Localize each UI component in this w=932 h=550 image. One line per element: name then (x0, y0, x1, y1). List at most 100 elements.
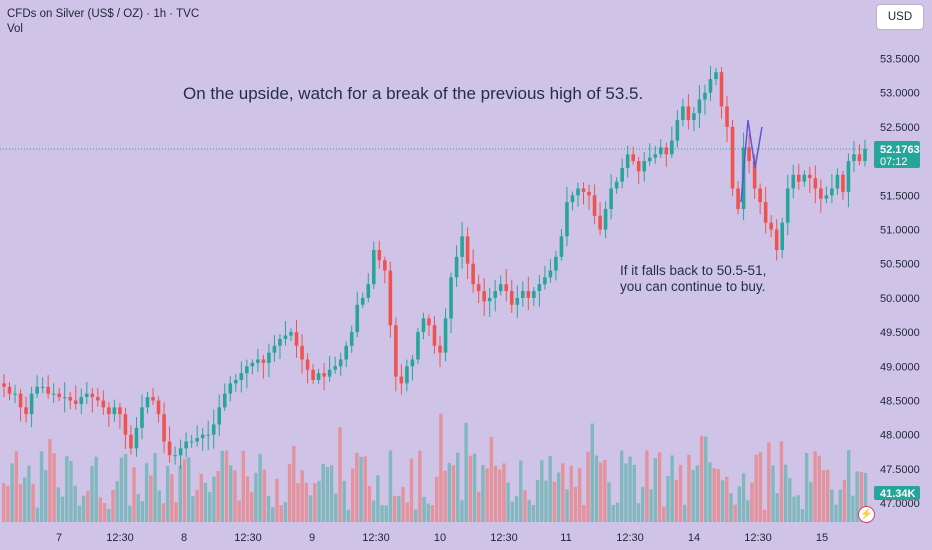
candle-body (625, 154, 630, 168)
volume-bar (577, 468, 582, 522)
volume-bar (493, 465, 498, 522)
volume-bar (334, 493, 338, 522)
candle-body (18, 393, 23, 408)
volume-bar (514, 496, 519, 522)
volume-bar (451, 465, 456, 522)
volume-bar (296, 483, 300, 522)
y-tick-label: 47.0000 (880, 498, 920, 510)
candle-body (526, 291, 531, 298)
volume-bar (367, 485, 372, 522)
candle-body (206, 434, 211, 436)
candle-body (763, 202, 768, 223)
volume-bar (304, 482, 309, 522)
volume-bar (590, 423, 594, 522)
volume-bar (14, 451, 19, 522)
candle-body (609, 188, 613, 209)
candle-body (333, 366, 337, 370)
drawing-line (740, 119, 763, 203)
volume-bar (653, 458, 658, 522)
volume-bar (90, 466, 94, 522)
volume-bar (31, 484, 35, 522)
annotation-secondary-line1: If it falls back to 50.5-51, (620, 263, 767, 278)
volume-bar (262, 469, 267, 522)
candle-body (537, 284, 542, 292)
candle-body (460, 236, 464, 257)
candle-body (449, 277, 453, 319)
volume-bar (325, 466, 330, 522)
candle-body (785, 188, 790, 223)
y-tick-label: 51.5000 (880, 190, 920, 202)
candle-body (107, 407, 111, 415)
volume-bar (119, 457, 124, 522)
volume-badge-value: 41.34K (880, 488, 916, 500)
volume-bar (220, 450, 225, 522)
candle-body (703, 92, 707, 100)
volume-bar (422, 497, 426, 522)
volume-bar (481, 465, 485, 522)
annotation-secondary: If it falls back to 50.5-51, you can con… (620, 263, 766, 295)
volume-bar (77, 505, 82, 522)
candle-body (40, 386, 45, 388)
candle-body (631, 154, 635, 162)
volume-bar (683, 504, 687, 522)
volume-bar (44, 470, 48, 522)
x-tick-label: 11 (560, 532, 571, 544)
volume-bar (662, 506, 666, 522)
volume-bar (674, 480, 679, 522)
volume-bar (237, 500, 241, 522)
price-axis[interactable]: 53.500053.000052.500052.000051.500051.00… (880, 54, 920, 511)
candle-body (791, 174, 796, 189)
volume-bar (275, 478, 279, 522)
x-tick-label: 15 (816, 532, 828, 544)
candle-body (289, 332, 293, 336)
candle-body (184, 441, 188, 449)
candle-body (504, 284, 509, 292)
volume-bar (746, 500, 750, 522)
volume-bar (573, 486, 578, 522)
volume-bar (384, 505, 388, 522)
candle-body (774, 229, 779, 251)
candle-body (603, 208, 608, 230)
volume-bar (800, 509, 805, 522)
volume-bar (863, 472, 868, 522)
candle-body (498, 284, 503, 292)
volume-bar (308, 495, 313, 522)
candle-body (532, 291, 536, 298)
candle-body (421, 318, 426, 333)
lightning-icon[interactable]: ⚡ (858, 506, 875, 523)
candle-body (416, 332, 420, 360)
x-tick-label: 12:30 (744, 532, 772, 544)
y-tick-label: 49.5000 (880, 327, 920, 339)
x-tick-label: 12:30 (362, 532, 390, 544)
candle-body (410, 359, 415, 367)
volume-bar (86, 490, 90, 522)
volume-bar (615, 502, 620, 522)
candle-body (796, 174, 801, 182)
volume-bar (569, 465, 573, 522)
candle-body (813, 178, 818, 189)
volume-bar (98, 497, 103, 522)
candle-body (51, 393, 56, 395)
candle-body (311, 369, 315, 380)
volume-bar (552, 481, 557, 522)
x-tick-label: 9 (309, 532, 315, 544)
candle-body (841, 174, 845, 192)
candle-body (7, 386, 12, 394)
candle-body (675, 120, 680, 141)
x-tick-label: 12:30 (106, 532, 134, 544)
volume-bar (2, 483, 6, 522)
volume-bar (846, 450, 851, 522)
volume-bar (817, 455, 821, 522)
volume-bar (56, 487, 61, 522)
volume-bar (380, 505, 384, 522)
x-tick-label: 12:30 (234, 532, 262, 544)
volume-bar (48, 439, 52, 522)
candle-body (780, 222, 785, 251)
candle-body (371, 250, 376, 285)
currency-button[interactable]: USD (876, 4, 924, 30)
volume-bar (485, 468, 489, 522)
candle-body (338, 359, 343, 367)
time-axis[interactable]: 7 12:30 8 12:30 9 12:30 10 12:30 11 12:30 14 12:30 1… (56, 532, 828, 544)
price-badge-countdown: 07:12 (880, 156, 908, 168)
